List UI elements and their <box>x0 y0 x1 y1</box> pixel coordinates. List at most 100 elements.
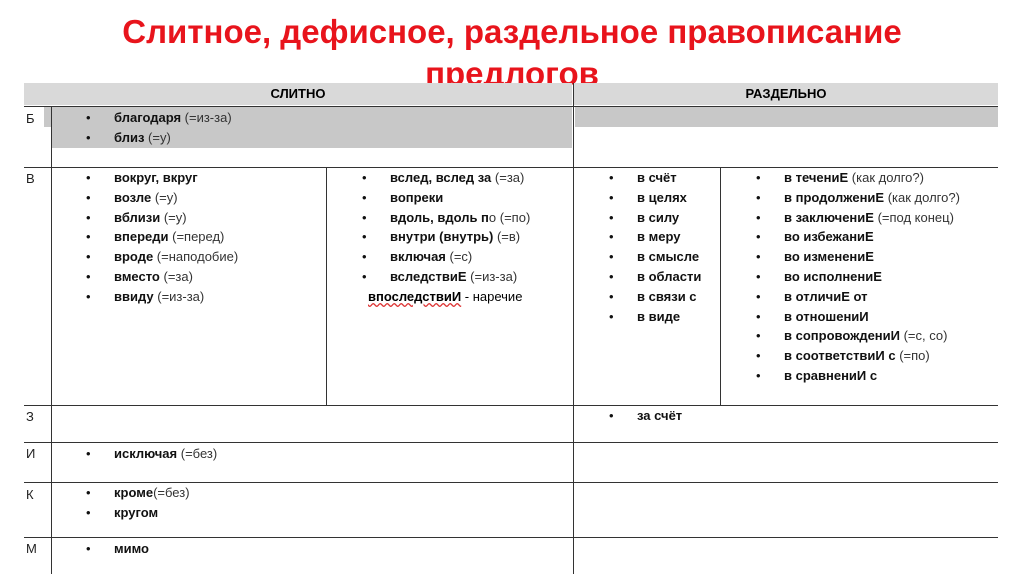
bullet-icon: • <box>756 249 761 265</box>
preposition-note: (=из-за) <box>153 288 205 304</box>
preposition-note: (=перед) <box>168 229 225 245</box>
preposition-note: (=из-за) <box>466 268 518 284</box>
bullet-icon: • <box>756 189 761 205</box>
bullet-icon: • <box>362 229 367 245</box>
bullet-icon: • <box>86 541 91 556</box>
preposition: в течениЕ <box>784 170 849 185</box>
bullet-icon: • <box>609 249 614 265</box>
list-i-together: • исключая (=без) <box>86 444 217 464</box>
list-item: • в сравнениИ с <box>756 366 960 386</box>
bullet-icon: • <box>86 485 91 500</box>
list-item: • ввиду (=из-за) <box>86 287 238 307</box>
preposition: вроде <box>114 249 154 265</box>
preposition-note: (=за) <box>491 170 525 185</box>
preposition: в виде <box>637 308 681 324</box>
preposition: вопреки <box>390 189 444 205</box>
preposition: вблизи <box>114 209 161 225</box>
bullet-icon: • <box>362 170 367 185</box>
preposition-note: (=у) <box>144 129 171 145</box>
header-together: СЛИТНО <box>24 83 572 105</box>
list-item: • кругом <box>86 503 190 523</box>
list-b-together: • благодаря (=из-за) • близ (=у) <box>86 108 232 148</box>
preposition: в заключениЕ <box>784 209 874 225</box>
preposition-note: (=с, со) <box>899 328 948 344</box>
list-item: • в меру <box>609 227 701 247</box>
list-item: • внутри (внутрь) (=в) <box>362 227 530 247</box>
bullet-icon: • <box>756 268 761 284</box>
bullet-icon: • <box>86 129 91 145</box>
bullet-icon: • <box>362 189 367 205</box>
bullet-icon: • <box>86 446 91 461</box>
preposition-note: (как долго?) <box>848 170 924 185</box>
list-item: • во избежаниЕ <box>756 227 960 247</box>
letter-z: З <box>26 409 34 424</box>
preposition-note: (=наподобие) <box>153 249 239 265</box>
list-item: • в целях <box>609 188 701 208</box>
list-item: • в соответствиИ с (=по) <box>756 346 960 366</box>
list-item: • в связи с <box>609 287 701 307</box>
preposition: во исполнениЕ <box>784 268 882 284</box>
list-item: • в области <box>609 267 701 287</box>
list-item: • вследствиЕ (=из-за) <box>362 267 530 287</box>
row-b-shade <box>52 107 572 148</box>
list-item: • в продолжениЕ (как долго?) <box>756 188 960 208</box>
list-item: • вместо (=за) <box>86 267 238 287</box>
preposition: вслед, вслед за <box>390 170 492 185</box>
list-item: • возле (=у) <box>86 188 238 208</box>
list-item: • в счёт <box>609 168 701 188</box>
bullet-icon: • <box>86 189 91 205</box>
letter-i: И <box>26 446 36 461</box>
preposition-note: (=за) <box>159 268 193 284</box>
list-item: • мимо <box>86 539 149 559</box>
preposition-note: (=без) <box>177 446 218 461</box>
bullet-icon: • <box>86 229 91 245</box>
list-item: • в отношениИ <box>756 307 960 327</box>
preposition-note: (=из-за) <box>181 110 232 125</box>
list-item: • в виде <box>609 307 701 327</box>
preposition: кроме <box>114 485 154 500</box>
preposition: в смысле <box>637 249 700 265</box>
letter-k: К <box>26 487 34 502</box>
preposition: вокруг, вкруг <box>114 170 198 185</box>
preposition: близ <box>114 129 145 145</box>
preposition: исключая <box>114 446 178 461</box>
list-z-separate: • за счёт <box>609 406 682 426</box>
list-k-together: • кроме(=без) • кругом <box>86 483 190 523</box>
page-title: Слитное, дефисное, раздельное правописан… <box>122 13 902 50</box>
preposition: в отношениИ <box>784 308 869 324</box>
header-separate: РАЗДЕЛЬНО <box>574 83 998 105</box>
preposition-note: (как долго?) <box>884 189 960 205</box>
list-item: • вроде (=наподобие) <box>86 247 238 267</box>
preposition-note: (=без) <box>153 485 190 500</box>
list-item: • вопреки <box>362 188 530 208</box>
preposition-note: (=с) <box>445 249 473 265</box>
list-item: • исключая (=без) <box>86 444 217 464</box>
preposition: кругом <box>114 504 159 520</box>
bullet-icon: • <box>86 288 91 304</box>
preposition: вместо <box>114 268 160 284</box>
list-item: • в течениЕ (как долго?) <box>756 168 960 188</box>
bullet-icon: • <box>609 288 614 304</box>
list-item: • в отличиЕ от <box>756 287 960 307</box>
bullet-icon: • <box>756 229 761 245</box>
preposition: в целях <box>637 189 687 205</box>
bullet-icon: • <box>756 170 761 185</box>
list-item: • вблизи (=у) <box>86 208 238 228</box>
preposition-note: (=в) <box>493 229 521 245</box>
preposition: вследствиЕ <box>390 268 467 284</box>
bullet-icon: • <box>86 110 91 125</box>
list-v-together-2: • вслед, вслед за (=за) • вопреки • вдоль, вд… <box>362 168 530 287</box>
preposition-note: (=под конец) <box>873 209 954 225</box>
bullet-icon: • <box>86 170 91 185</box>
preposition: в продолжениЕ <box>784 189 885 205</box>
bullet-icon: • <box>609 189 614 205</box>
bullet-icon: • <box>609 308 614 324</box>
note-text: - наречие <box>461 289 523 304</box>
bullet-icon: • <box>362 249 367 265</box>
preposition: во избежаниЕ <box>784 229 874 245</box>
preposition: в сравнениИ с <box>784 367 878 383</box>
list-item: • в силу <box>609 208 701 228</box>
bullet-icon: • <box>609 268 614 284</box>
row-b-shade-right <box>575 107 998 127</box>
letter-b: Б <box>26 111 35 126</box>
